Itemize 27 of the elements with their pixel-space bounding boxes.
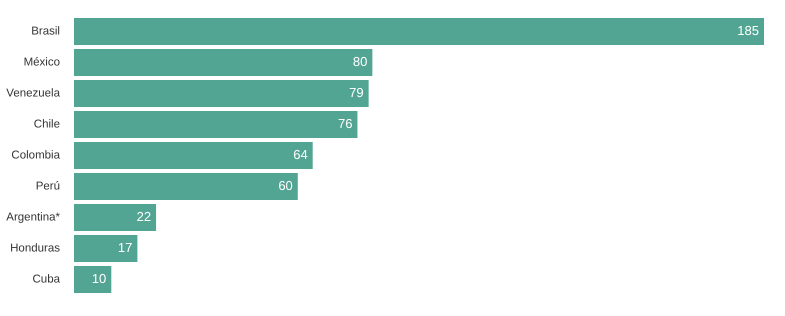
y-tick-label: México <box>24 56 60 69</box>
bar <box>74 18 764 45</box>
data-label: 79 <box>349 85 364 100</box>
data-label: 22 <box>136 209 152 224</box>
bar <box>74 173 298 200</box>
bar <box>74 80 369 107</box>
bar <box>74 204 156 231</box>
bar <box>74 111 358 138</box>
y-tick-label: Argentina* <box>6 212 61 224</box>
bar <box>74 49 372 76</box>
y-tick-label: Chile <box>34 118 60 131</box>
y-tick-label: Colombia <box>11 150 61 162</box>
y-tick-label: Venezuela <box>6 88 61 100</box>
data-label: 10 <box>92 271 106 286</box>
data-label: 76 <box>338 116 352 132</box>
y-tick-label: Cuba <box>32 274 61 286</box>
data-label: 80 <box>352 54 368 70</box>
y-tick-label: Perú <box>36 180 60 193</box>
bar <box>74 142 313 169</box>
bar <box>74 266 112 293</box>
data-label: 17 <box>118 240 132 256</box>
y-tick-label: Honduras <box>10 242 60 255</box>
data-label: 60 <box>278 178 293 194</box>
y-tick-label: Brasil <box>31 26 60 38</box>
bar <box>74 235 138 262</box>
data-label: 185 <box>737 23 759 38</box>
data-label: 64 <box>293 147 308 162</box>
